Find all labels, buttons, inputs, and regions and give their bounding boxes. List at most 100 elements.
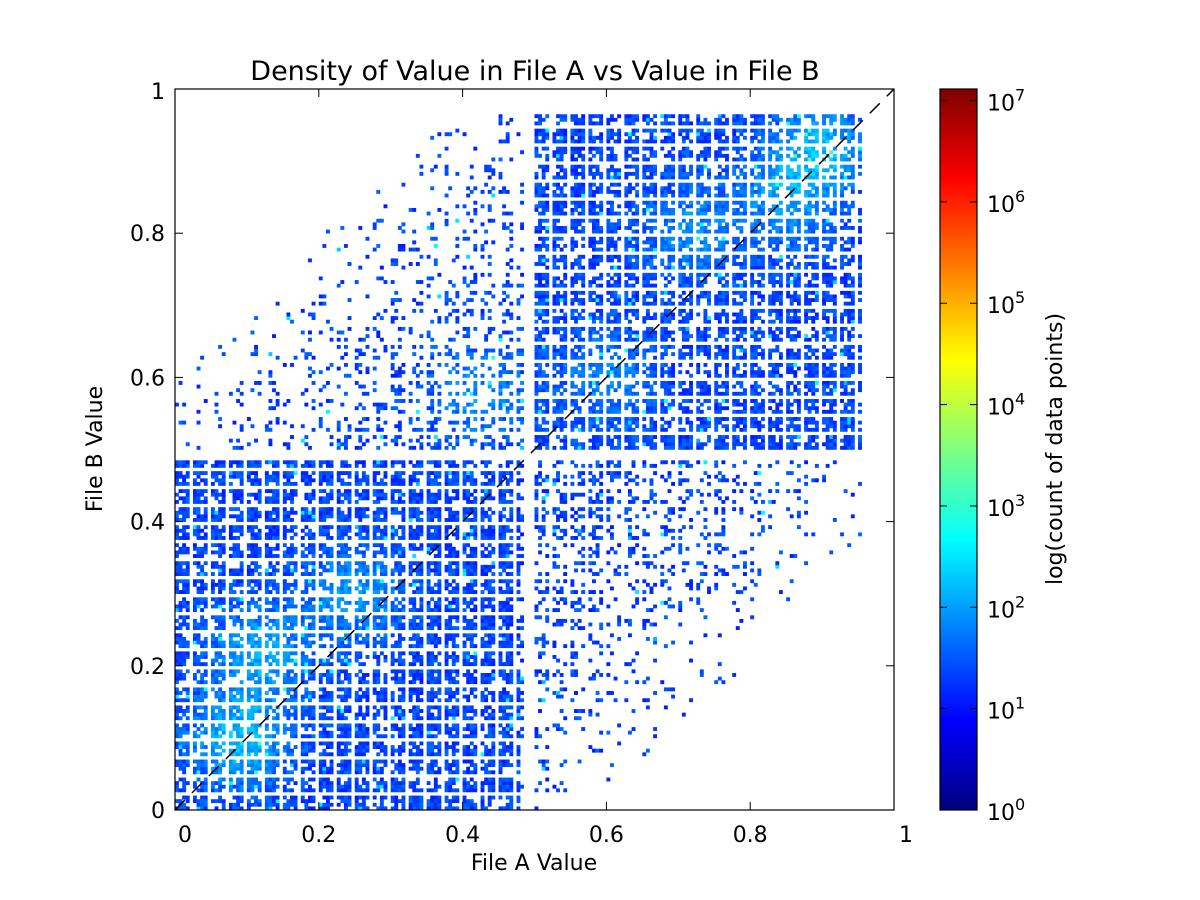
heatmap-cell xyxy=(466,344,471,349)
heatmap-cell xyxy=(401,799,406,804)
heatmap-cell xyxy=(462,784,467,789)
heatmap-cell xyxy=(487,644,492,649)
heatmap-cell xyxy=(430,752,435,757)
heatmap-cell xyxy=(376,276,381,281)
heatmap-cell xyxy=(480,298,485,302)
heatmap-cell xyxy=(390,608,395,613)
heatmap-cell xyxy=(228,640,233,645)
heatmap-cell xyxy=(254,463,258,468)
heatmap-cell xyxy=(491,546,496,551)
heatmap-cell xyxy=(182,618,187,623)
heatmap-cell xyxy=(469,799,474,804)
heatmap-cell xyxy=(383,676,388,681)
heatmap-cell xyxy=(394,481,399,486)
heatmap-cell xyxy=(250,802,255,807)
heatmap-cell xyxy=(426,550,431,555)
heatmap-cell xyxy=(466,478,471,483)
heatmap-cells xyxy=(175,114,862,811)
heatmap-cell xyxy=(358,460,363,465)
heatmap-cell xyxy=(264,654,269,659)
heatmap-cell xyxy=(210,712,215,717)
heatmap-cell xyxy=(196,622,201,627)
heatmap-cell xyxy=(275,492,280,497)
heatmap-cell xyxy=(379,636,384,641)
heatmap-cell xyxy=(379,770,384,775)
heatmap-cell xyxy=(379,435,384,439)
heatmap-cell xyxy=(365,709,370,713)
heatmap-cell xyxy=(426,362,431,367)
heatmap-cell xyxy=(239,777,244,782)
heatmap-cell xyxy=(300,608,305,613)
heatmap-cell xyxy=(329,399,334,403)
heatmap-cell xyxy=(178,481,183,486)
heatmap-cell xyxy=(308,745,312,750)
heatmap-cell xyxy=(444,438,449,443)
heatmap-cell xyxy=(218,417,223,421)
heatmap-cell xyxy=(311,770,316,775)
heatmap-cell xyxy=(254,474,258,479)
heatmap-cell xyxy=(236,788,241,793)
heatmap-cell xyxy=(376,658,381,663)
heatmap-cell xyxy=(426,806,431,811)
heatmap-cell xyxy=(178,572,183,576)
heatmap-cell xyxy=(437,802,442,807)
heatmap-cell xyxy=(376,698,381,703)
heatmap-cell xyxy=(293,492,298,497)
heatmap-cell xyxy=(379,496,384,501)
heatmap-cell xyxy=(250,586,255,591)
heatmap-cell xyxy=(293,463,298,468)
heatmap-cell xyxy=(401,399,406,403)
heatmap-cell xyxy=(340,669,345,674)
heatmap-cell xyxy=(322,460,327,465)
heatmap-cell xyxy=(379,536,384,540)
heatmap-cell xyxy=(401,651,406,656)
heatmap-cell xyxy=(390,438,395,443)
heatmap-cell xyxy=(311,546,316,551)
heatmap-cell xyxy=(401,507,406,512)
heatmap-cell xyxy=(272,795,276,800)
heatmap-cell xyxy=(322,802,327,807)
heatmap-cell xyxy=(484,597,489,602)
heatmap-cell xyxy=(419,680,424,685)
heatmap-cell xyxy=(232,784,237,789)
heatmap-cell xyxy=(311,514,316,519)
heatmap-cell xyxy=(408,795,413,800)
heatmap-cell xyxy=(383,784,388,789)
heatmap-cell xyxy=(200,654,205,659)
heatmap-cell xyxy=(415,723,420,728)
heatmap-cell xyxy=(200,471,205,476)
heatmap-cell xyxy=(343,759,348,764)
heatmap-cell xyxy=(347,777,352,782)
heatmap-cell xyxy=(192,640,197,645)
heatmap-cell xyxy=(415,507,420,512)
heatmap-cell xyxy=(390,669,395,674)
heatmap-cell xyxy=(221,546,226,551)
heatmap-cell xyxy=(236,572,241,576)
heatmap-cell xyxy=(397,615,402,620)
heatmap-cell xyxy=(322,510,327,515)
heatmap-cell xyxy=(451,579,456,584)
heatmap-cell xyxy=(448,806,453,811)
heatmap-cell xyxy=(239,528,244,533)
heatmap-cell xyxy=(182,543,187,548)
heatmap-cell xyxy=(491,532,496,537)
heatmap-cell xyxy=(466,492,471,497)
heatmap-cell xyxy=(347,572,352,576)
heatmap-cell xyxy=(311,568,316,573)
heatmap-cell xyxy=(239,716,244,721)
heatmap-cell xyxy=(462,532,467,537)
heatmap-cell xyxy=(185,799,190,804)
heatmap-cell xyxy=(480,272,485,277)
heatmap-cell xyxy=(340,658,345,663)
heatmap-cell xyxy=(304,748,309,753)
heatmap-cell xyxy=(462,745,467,750)
heatmap-cell xyxy=(354,568,359,573)
heatmap-cell xyxy=(250,709,255,713)
heatmap-cell xyxy=(480,409,485,414)
heatmap-cell xyxy=(394,806,399,811)
heatmap-cell xyxy=(361,712,366,717)
heatmap-cell xyxy=(257,381,262,385)
heatmap-cell xyxy=(401,525,406,530)
heatmap-cell xyxy=(232,568,237,573)
heatmap-cell xyxy=(408,608,413,613)
